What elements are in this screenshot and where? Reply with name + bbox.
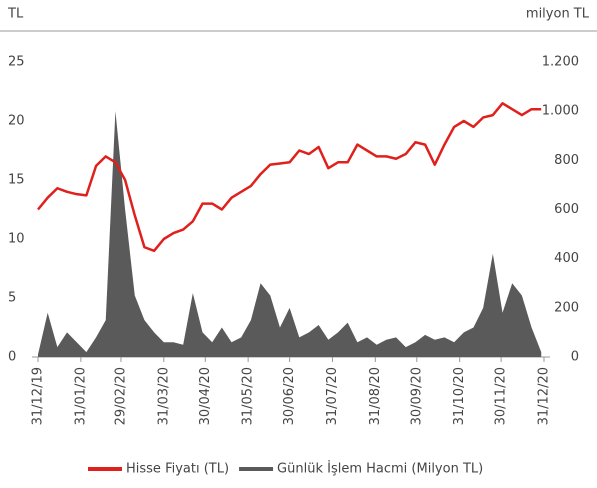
x-tick-label: 31/12/20	[537, 367, 552, 425]
y2-tick-label: 1.000	[542, 104, 579, 119]
y-tick-label: 15	[8, 173, 25, 188]
legend-label: Hisse Fiyatı (TL)	[126, 462, 229, 477]
y-axis-label: TL	[7, 7, 24, 22]
y-tick-label: 25	[8, 55, 25, 70]
y2-tick-label: 800	[554, 153, 579, 168]
x-tick-label: 29/02/20	[113, 367, 128, 425]
y2-tick-label: 1.200	[542, 55, 579, 70]
x-tick-label: 31/03/20	[156, 367, 171, 425]
legend-label: Günlük İşlem Hacmi (Milyon TL)	[277, 461, 483, 477]
y2-tick-label: 200	[554, 300, 579, 315]
x-tick-label: 30/09/20	[409, 367, 424, 425]
y2-tick-label: 0	[571, 350, 579, 365]
x-tick-label: 31/08/20	[368, 367, 383, 425]
x-tick-label: 31/05/20	[241, 367, 256, 425]
y2-tick-label: 600	[554, 202, 579, 217]
x-tick-label: 30/11/20	[494, 367, 509, 425]
x-tick-label: 31/07/20	[325, 367, 340, 425]
y-tick-label: 5	[8, 291, 16, 306]
price-line	[37, 102, 542, 253]
y-tick-label: 10	[8, 232, 25, 247]
y2-axis-label: milyon TL	[526, 7, 590, 22]
x-tick-label: 31/10/20	[452, 367, 467, 425]
x-tick-label: 31/01/20	[73, 367, 88, 425]
volume-area	[38, 111, 542, 358]
y-tick-label: 0	[8, 350, 16, 365]
x-tick-label: 31/12/19	[31, 367, 46, 425]
y-tick-label: 20	[8, 114, 25, 129]
x-tick-label: 30/04/20	[198, 367, 213, 425]
x-tick-label: 30/06/20	[282, 367, 297, 425]
y2-tick-label: 400	[554, 251, 579, 266]
